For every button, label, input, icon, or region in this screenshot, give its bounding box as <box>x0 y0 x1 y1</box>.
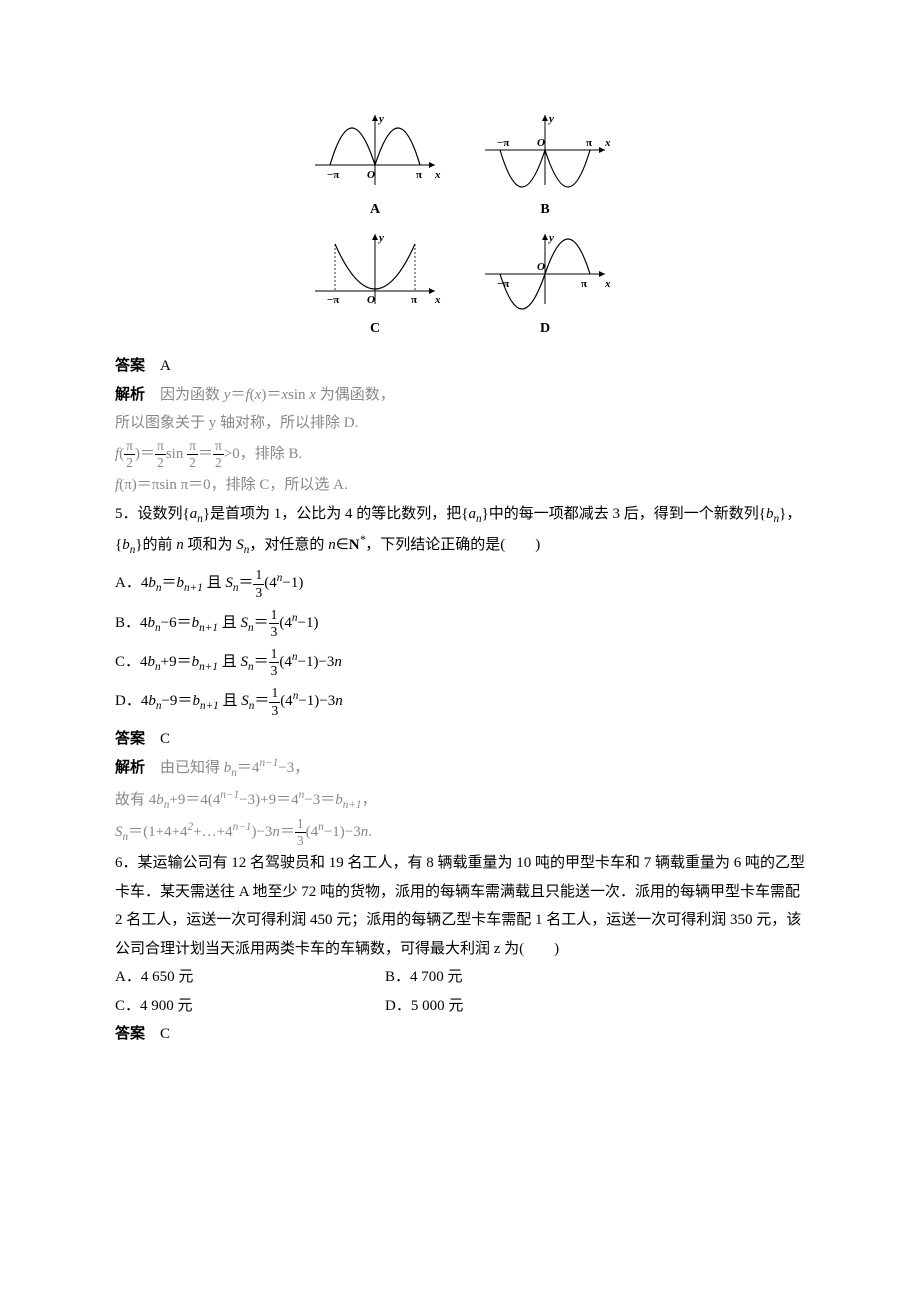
svg-text:y: y <box>377 232 384 244</box>
answer-4-value: A <box>160 358 171 374</box>
q5-choice-D: D．4bn−9＝bn+1 且 Sn＝13(4n−1)−3n <box>115 685 805 718</box>
q6-choice-row-2: C．4 900 元 D．5 000 元 <box>115 992 805 1021</box>
answer-5: 答案 C <box>115 725 805 754</box>
svg-text:y: y <box>377 113 384 125</box>
answer-6-value: C <box>160 1026 170 1042</box>
svg-text:π: π <box>416 169 422 181</box>
explanation-4-line-1: 解析 因为函数 y＝f(x)＝xsin x 为偶函数， <box>115 381 805 410</box>
svg-text:−π: −π <box>497 278 509 290</box>
graph-row-1: −π π y x O A −π π y x O B <box>115 110 805 224</box>
svg-text:x: x <box>604 278 611 290</box>
svg-text:−π: −π <box>497 137 509 149</box>
graph-C: −π π y x O C <box>305 229 445 343</box>
q5-choice-C: C．4bn+9＝bn+1 且 Sn＝13(4n−1)−3n <box>115 646 805 679</box>
svg-text:O: O <box>537 261 545 273</box>
svg-text:π: π <box>411 294 417 306</box>
svg-text:−π: −π <box>327 294 339 306</box>
svg-text:O: O <box>367 294 375 306</box>
svg-text:y: y <box>547 232 554 244</box>
q6-choice-A: A．4 650 元 <box>115 963 385 992</box>
graph-B: −π π y x O B <box>475 110 615 224</box>
svg-text:O: O <box>367 169 375 181</box>
svg-text:y: y <box>547 113 554 125</box>
answer-5-value: C <box>160 731 170 747</box>
answer-4-label: 答案 <box>115 358 145 374</box>
answer-4: 答案 A <box>115 352 805 381</box>
explanation-4-line-4: f(π)＝πsin π＝0，排除 C，所以选 A. <box>115 471 805 500</box>
graph-label-C: C <box>305 316 445 343</box>
graph-label-D: D <box>475 316 615 343</box>
svg-text:π: π <box>581 278 587 290</box>
graph-row-2: −π π y x O C −π π y x O D <box>115 229 805 343</box>
explanation-5-line-3: Sn＝(1+4+42+…+4n−1)−3n＝13(4n−1)−3n. <box>115 816 805 849</box>
svg-text:x: x <box>434 294 441 306</box>
q6-choice-C: C．4 900 元 <box>115 992 385 1021</box>
graph-A: −π π y x O A <box>305 110 445 224</box>
question-5-text: 5．设数列{an}是首项为 1，公比为 4 的等比数列，把{an}中的每一项都减… <box>115 500 805 562</box>
q6-choice-row-1: A．4 650 元 B．4 700 元 <box>115 963 805 992</box>
graph-D: −π π y x O D <box>475 229 615 343</box>
q6-choice-D: D．5 000 元 <box>385 992 463 1021</box>
svg-text:−π: −π <box>327 169 339 181</box>
svg-text:x: x <box>434 169 441 181</box>
answer-6: 答案 C <box>115 1020 805 1049</box>
explanation-5-line-1: 解析 由已知得 bn＝4n−1−3， <box>115 753 805 784</box>
explanation-5-line-2: 故有 4bn+9＝4(4n−1−3)+9＝4n−3＝bn+1， <box>115 785 805 816</box>
answer-5-label: 答案 <box>115 731 145 747</box>
q5-choice-B: B．4bn−6＝bn+1 且 Sn＝13(4n−1) <box>115 607 805 640</box>
answer-choice-graphs: −π π y x O A −π π y x O B <box>115 110 805 342</box>
explanation-4-label: 解析 <box>115 387 145 403</box>
q6-choice-B: B．4 700 元 <box>385 963 463 992</box>
explanation-5-label: 解析 <box>115 760 145 776</box>
explanation-4-line-2: 所以图象关于 y 轴对称，所以排除 D. <box>115 409 805 438</box>
graph-label-A: A <box>305 197 445 224</box>
answer-6-label: 答案 <box>115 1026 145 1042</box>
svg-text:x: x <box>604 137 611 149</box>
q5-choice-A: A．4bn＝bn+1 且 Sn＝13(4n−1) <box>115 567 805 600</box>
svg-text:π: π <box>586 137 592 149</box>
explanation-4-line-3: f(π2)＝π2sin π2＝π2>0，排除 B. <box>115 438 805 471</box>
svg-text:O: O <box>537 137 545 149</box>
question-6-text: 6．某运输公司有 12 名驾驶员和 19 名工人，有 8 辆载重量为 10 吨的… <box>115 849 805 963</box>
graph-label-B: B <box>475 197 615 224</box>
